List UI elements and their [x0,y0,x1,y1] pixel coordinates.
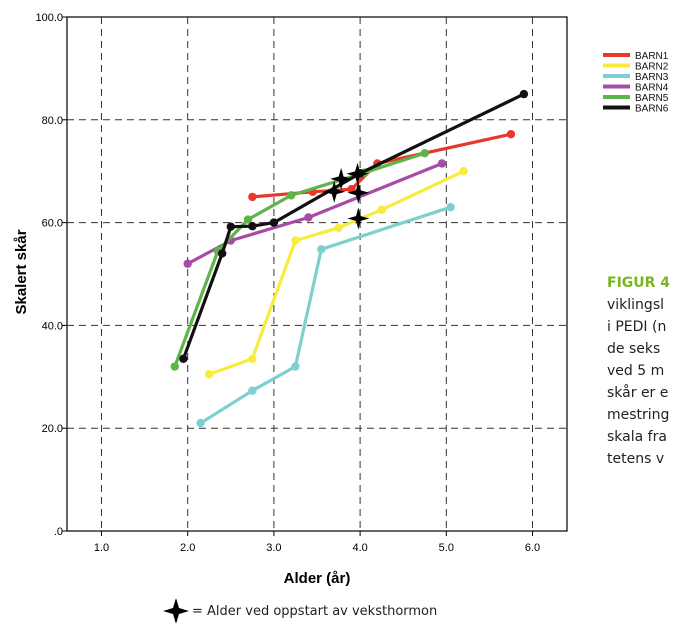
y-tick-label: 20.0 [42,423,63,435]
plot-border [66,16,568,532]
data-point [286,191,296,200]
y-tick-label: .0 [54,526,63,538]
data-point [519,89,529,99]
caption-line: i PEDI (n [607,319,667,335]
marker-legend: = Alder ved oppstart av veksthormon [163,598,437,623]
series-barn5 [170,149,429,371]
data-point [377,205,386,214]
x-axis-label: Alder (år) [284,570,351,587]
data-point [291,236,300,245]
data-point [304,213,313,222]
star-marker-icon [163,598,189,623]
caption-line: skår er e [607,385,669,401]
caption-line: skala fra [607,429,667,445]
data-point [170,362,179,371]
series-barn6 [179,89,529,364]
data-point [248,192,257,202]
caption-line: viklingsl [607,297,665,313]
x-tick-label: 2.0 [180,542,195,554]
y-tick-label: 40.0 [42,320,63,332]
data-point [248,386,257,395]
series-line [173,151,427,369]
caption-line: tetens v [607,451,665,467]
series-layer [170,89,529,428]
star-marker [346,162,369,185]
caption-line: ved 5 m [607,363,665,379]
data-point [217,249,227,258]
data-point [205,370,214,379]
y-axis-label: Skalert skår [13,229,30,314]
caption-title: FIGUR 4 [607,275,671,291]
legend-label: BARN4 [635,83,669,94]
caption-line: mestring [607,407,670,423]
data-point [183,259,192,268]
x-tick-label: 6.0 [525,542,540,554]
series-barn3 [196,202,455,428]
legend-label: BARN5 [635,93,669,104]
x-tick-label: 3.0 [266,542,281,554]
y-tick-label: 100.0 [35,12,63,24]
data-point [269,218,279,227]
star-marker [323,180,346,203]
data-point [506,129,516,139]
data-point [248,221,257,231]
legend-label: BARN3 [635,72,669,83]
star-marker [347,181,370,204]
data-point [317,245,326,254]
x-tick-label: 1.0 [94,542,109,554]
caption-line: de seks [607,341,661,357]
series-barn2 [205,167,468,379]
star-marker [347,207,370,230]
x-tick-label: 4.0 [352,542,367,554]
y-tick-label: 80.0 [42,115,63,127]
data-point [196,418,205,428]
plot-frame [66,16,568,532]
data-point [179,354,188,364]
marker-layer [323,162,370,230]
data-point [248,354,257,364]
data-point [334,223,343,232]
x-tick-label: 5.0 [439,542,454,554]
data-point [437,159,447,168]
figure-caption: FIGUR 4 viklingsl i PEDI (n de seks ved … [607,272,684,470]
legend-label: BARN1 [635,51,669,62]
data-point [291,362,300,371]
data-point [420,149,429,158]
series-line [186,161,444,266]
axis-ticks: 1.0 2.0 3.0 4.0 5.0 6.0 .0 20.0 40.0 60.0 80.0 100.… [35,12,540,554]
series-barn4 [183,159,447,268]
data-point [226,222,235,231]
gridlines [67,17,567,531]
y-tick-label: 60.0 [42,218,63,230]
data-point [243,215,253,224]
series-line [207,169,466,376]
data-point [446,202,455,212]
legend-label: BARN6 [635,104,669,115]
star-marker [330,167,353,190]
marker-legend-label: = Alder ved oppstart av veksthormon [192,604,437,619]
legend-label: BARN2 [635,62,669,73]
data-point [459,167,468,176]
